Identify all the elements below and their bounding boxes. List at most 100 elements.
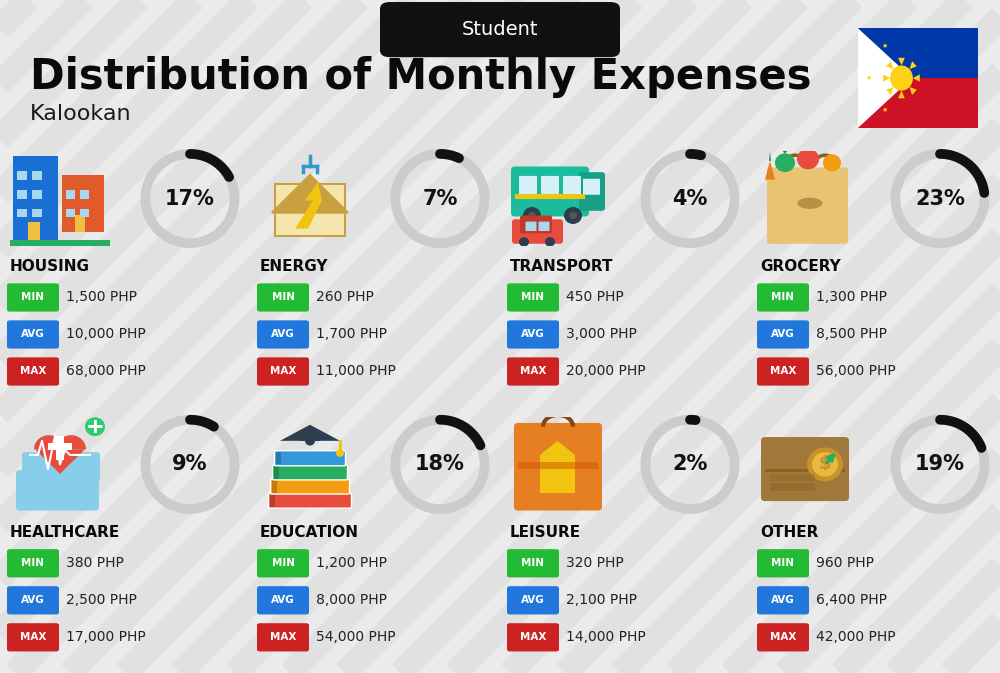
Text: MAX: MAX [270,633,296,642]
FancyBboxPatch shape [274,451,346,466]
Polygon shape [295,182,322,229]
Text: 17,000 PHP: 17,000 PHP [66,631,146,644]
Text: 8,500 PHP: 8,500 PHP [816,328,887,341]
Bar [275,184,345,236]
Wedge shape [56,435,86,450]
Text: 450 PHP: 450 PHP [566,291,624,304]
Bar [13,156,58,241]
Text: Student: Student [462,20,538,39]
FancyBboxPatch shape [583,179,600,194]
Bar [66,209,75,217]
Text: 54,000 PHP: 54,000 PHP [316,631,396,644]
Text: 19%: 19% [915,454,965,474]
Text: AVG: AVG [771,596,795,605]
Text: MAX: MAX [270,367,296,376]
FancyBboxPatch shape [272,465,348,480]
Bar [17,209,27,217]
Bar [80,190,89,199]
Text: OTHER: OTHER [760,525,818,540]
Polygon shape [280,425,340,441]
Text: 11,000 PHP: 11,000 PHP [316,365,396,378]
Polygon shape [35,450,85,474]
FancyBboxPatch shape [16,470,99,511]
Polygon shape [898,58,905,65]
Text: MIN: MIN [772,559,794,568]
Circle shape [569,212,577,219]
FancyBboxPatch shape [519,176,537,194]
Text: AVG: AVG [271,330,295,339]
Text: 14,000 PHP: 14,000 PHP [566,631,646,644]
Text: 380 PHP: 380 PHP [66,557,124,570]
Wedge shape [34,435,64,450]
FancyBboxPatch shape [512,219,563,244]
Bar [765,469,845,472]
FancyBboxPatch shape [526,221,536,231]
Bar [770,474,815,481]
Circle shape [564,207,582,224]
Text: MIN: MIN [522,293,544,302]
FancyBboxPatch shape [520,215,552,234]
Circle shape [85,417,105,436]
FancyBboxPatch shape [514,423,602,511]
Bar [858,28,978,78]
Bar [10,240,110,246]
Text: LEISURE: LEISURE [510,525,581,540]
Text: 1,700 PHP: 1,700 PHP [316,328,387,341]
Text: MAX: MAX [520,633,546,642]
Bar [62,175,104,232]
Text: 320 PHP: 320 PHP [566,557,624,570]
Text: TRANSPORT: TRANSPORT [510,259,614,274]
Bar [56,436,64,460]
Text: 10,000 PHP: 10,000 PHP [66,328,146,341]
Circle shape [890,65,913,91]
Text: AVG: AVG [21,330,45,339]
Text: 8,000 PHP: 8,000 PHP [316,594,387,607]
Text: ★: ★ [882,107,888,112]
Text: MIN: MIN [522,559,544,568]
Circle shape [807,448,843,481]
FancyBboxPatch shape [538,221,550,231]
Bar [66,190,75,199]
Text: 68,000 PHP: 68,000 PHP [66,365,146,378]
Ellipse shape [798,198,822,209]
FancyBboxPatch shape [268,493,352,508]
Text: 18%: 18% [415,454,465,474]
Polygon shape [883,75,890,81]
FancyBboxPatch shape [563,176,581,194]
Polygon shape [910,61,917,69]
Circle shape [823,154,841,171]
Text: ★: ★ [865,75,872,81]
Text: 3,000 PHP: 3,000 PHP [566,328,637,341]
Polygon shape [540,441,575,455]
Polygon shape [910,87,917,95]
FancyBboxPatch shape [67,452,85,481]
FancyBboxPatch shape [767,168,848,244]
Text: AVG: AVG [771,330,795,339]
Text: 4%: 4% [672,188,708,209]
Text: GROCERY: GROCERY [760,259,841,274]
Text: Distribution of Monthly Expenses: Distribution of Monthly Expenses [30,57,812,98]
Bar [770,483,815,491]
Text: 6,400 PHP: 6,400 PHP [816,594,887,607]
Polygon shape [886,61,893,69]
Text: $: $ [819,456,831,473]
Text: AVG: AVG [521,596,545,605]
FancyBboxPatch shape [82,452,100,481]
Polygon shape [272,175,348,213]
Polygon shape [802,142,814,149]
Text: EDUCATION: EDUCATION [260,525,359,540]
Polygon shape [765,161,775,180]
FancyBboxPatch shape [579,172,605,211]
Bar [32,171,42,180]
Text: +: + [86,417,104,437]
Text: AVG: AVG [521,330,545,339]
Circle shape [812,452,838,476]
Circle shape [528,212,536,219]
Text: MIN: MIN [772,293,794,302]
Text: AVG: AVG [21,596,45,605]
Text: HEALTHCARE: HEALTHCARE [10,525,120,540]
FancyBboxPatch shape [270,479,350,494]
Text: MIN: MIN [272,293,295,302]
Text: MAX: MAX [20,367,46,376]
FancyBboxPatch shape [511,166,589,217]
